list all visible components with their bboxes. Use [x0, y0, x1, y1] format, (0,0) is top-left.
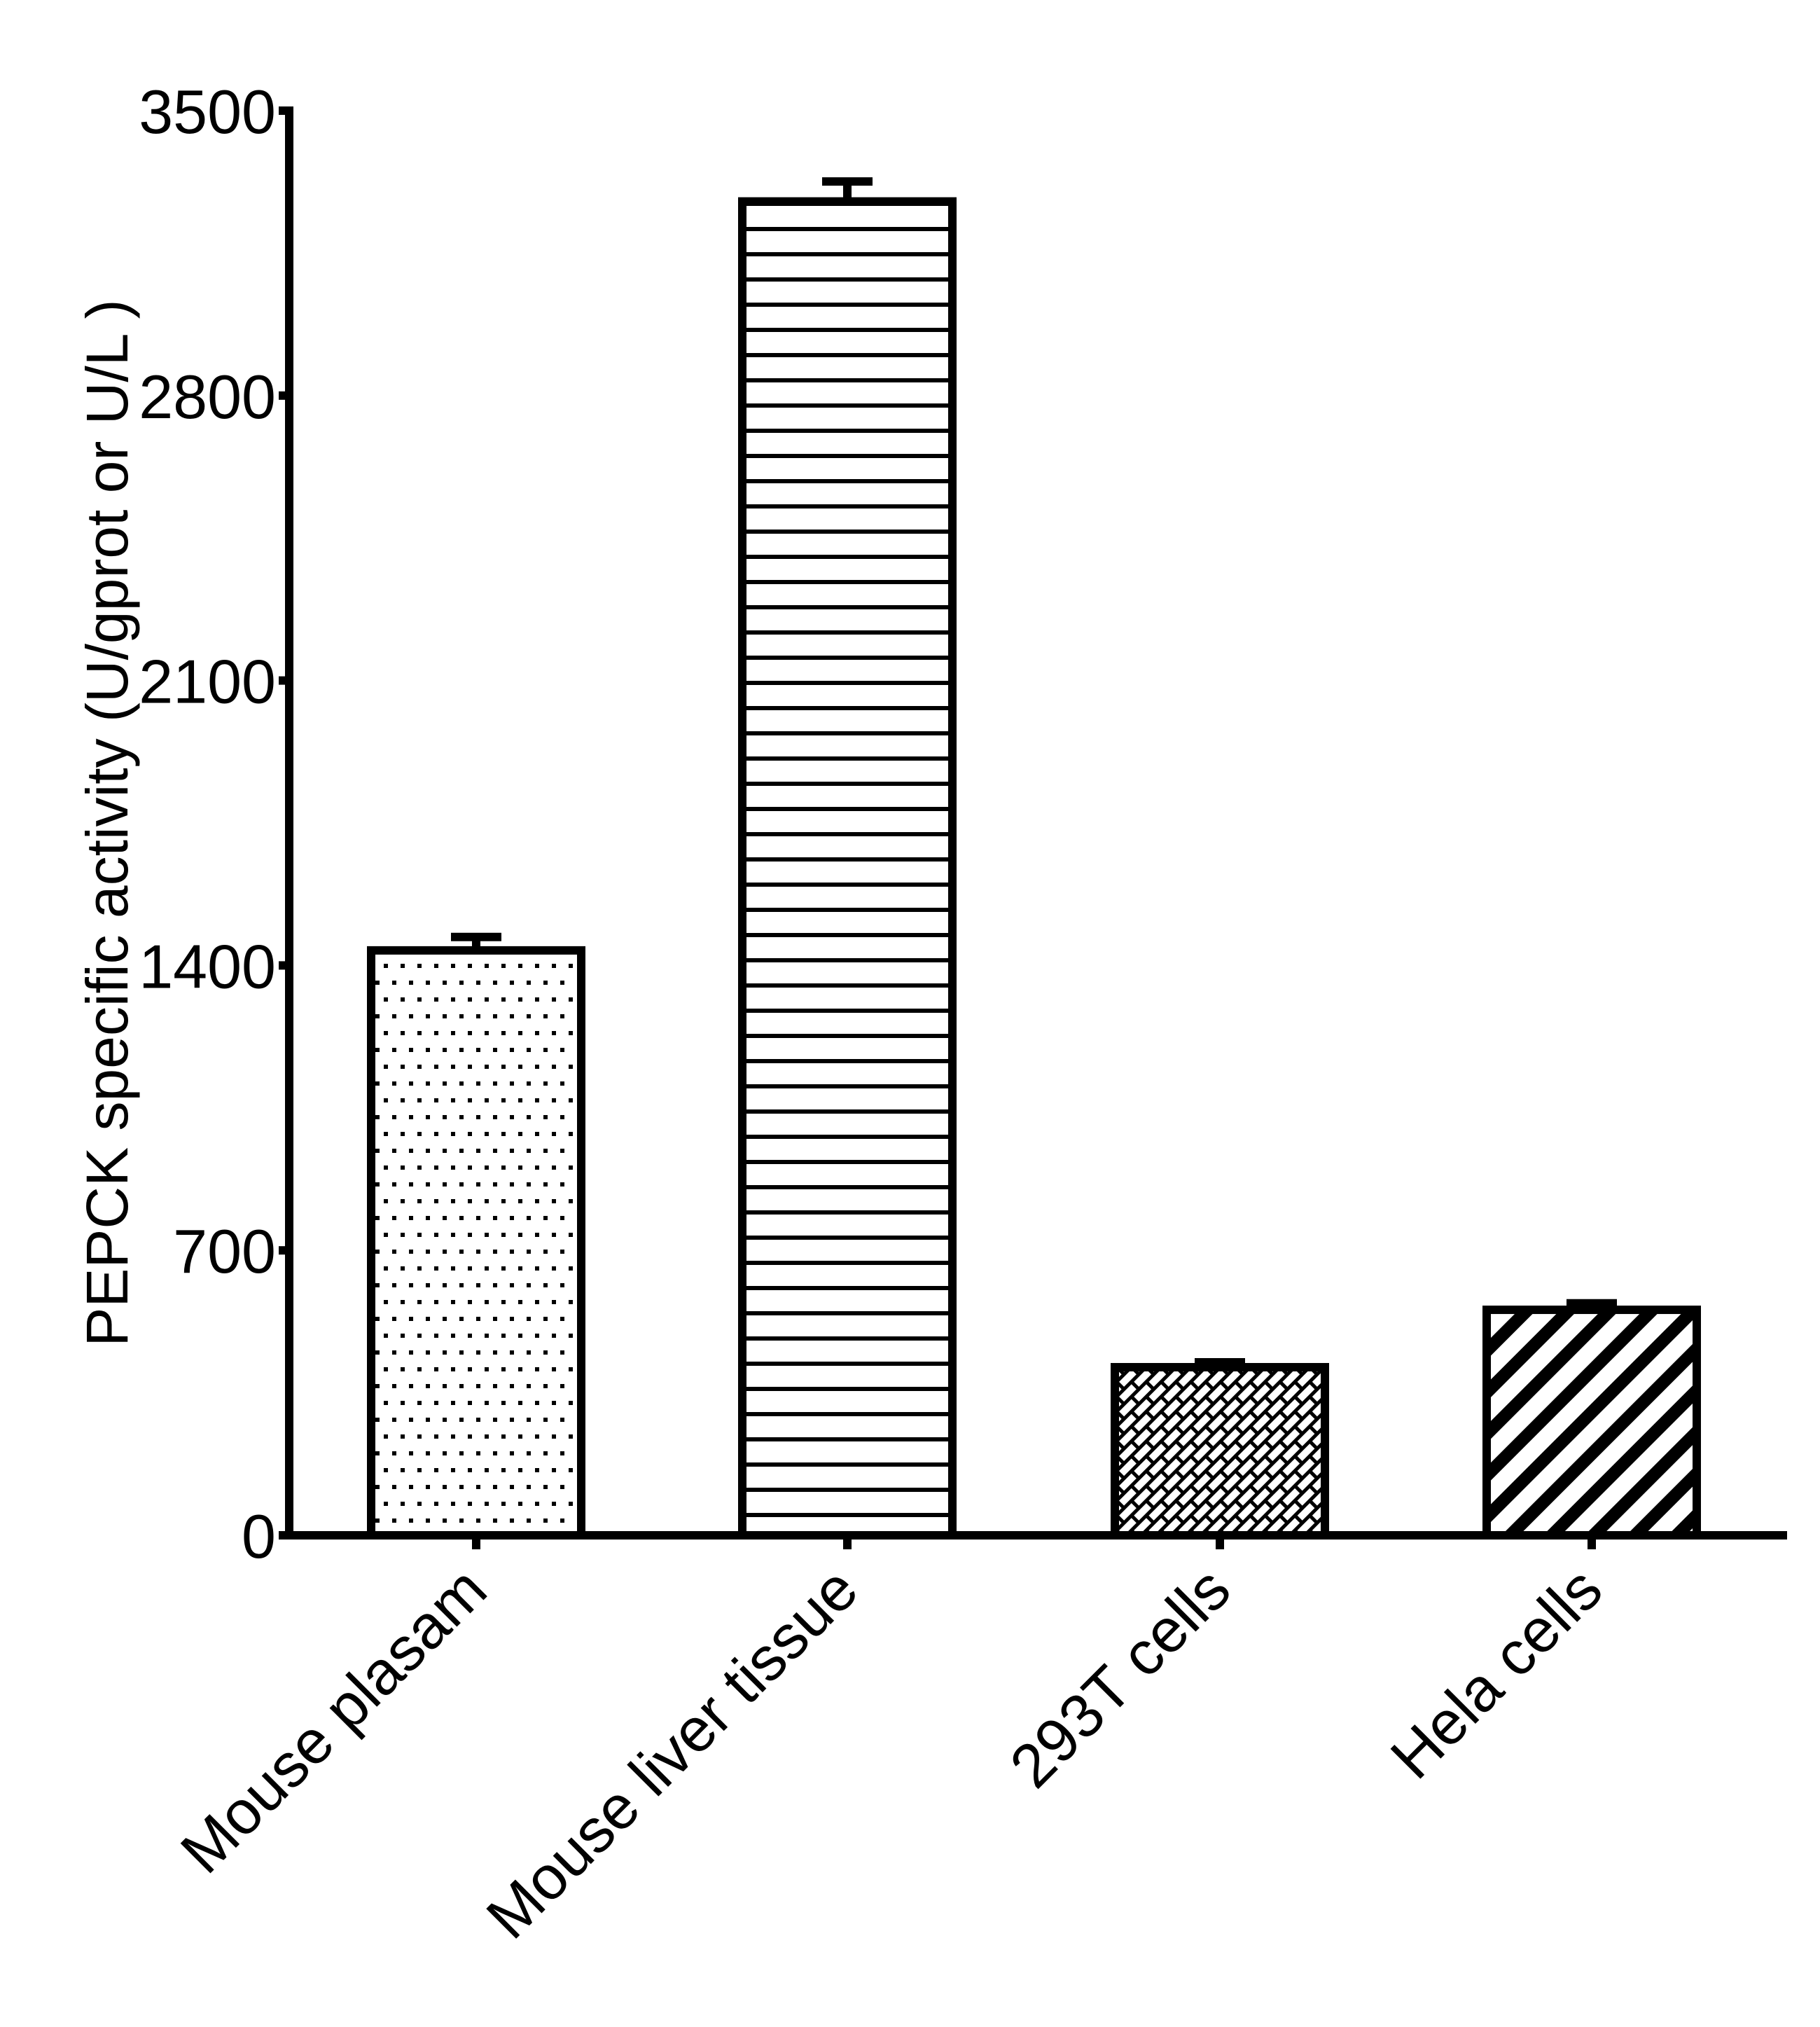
x-category-label: Hela cells [1377, 1554, 1616, 1792]
x-category-label: Mouse plasam [167, 1554, 500, 1886]
bars-group [367, 177, 1701, 1540]
bar-hela-cells [1482, 1299, 1701, 1540]
y-tick-label: 2800 [139, 362, 276, 431]
y-tick-label: 1400 [139, 932, 276, 1001]
y-tick-label: 700 [173, 1217, 276, 1286]
y-tick-label: 2100 [139, 647, 276, 717]
y-tick-label: 3500 [139, 77, 276, 146]
y-tick-label: 0 [242, 1502, 276, 1571]
y-axis-title: PEPCK specific activity (U/gprot or U/L … [74, 299, 140, 1346]
y-axis: 0 700 1400 2100 2800 3500 [139, 77, 293, 1571]
bar-mouse-liver-tissue [738, 177, 957, 1540]
bar-mouse-plasam [367, 932, 585, 1540]
bar-293t-cells [1111, 1358, 1329, 1540]
x-category-label: 293T cells [996, 1554, 1243, 1800]
x-category-label: Mouse liver tissue [473, 1554, 870, 1951]
